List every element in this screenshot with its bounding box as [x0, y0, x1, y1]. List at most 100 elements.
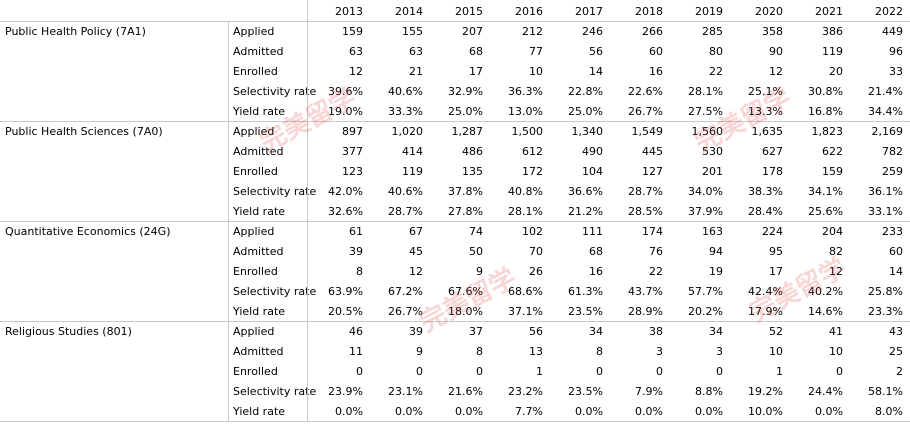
- value-cell: 70: [529, 245, 543, 258]
- value-cell: 7.7%: [515, 405, 543, 418]
- year-header: 2018: [635, 5, 663, 18]
- value-cell: 28.7%: [628, 185, 663, 198]
- value-cell: 897: [342, 125, 363, 138]
- metric-label: Applied: [233, 25, 275, 38]
- value-cell: 23.9%: [328, 385, 363, 398]
- metric-label: Admitted: [233, 345, 284, 358]
- metric-label: Applied: [233, 325, 275, 338]
- group-border: [0, 221, 910, 222]
- value-cell: 0: [356, 365, 363, 378]
- group-border: [0, 421, 910, 422]
- value-cell: 52: [769, 325, 783, 338]
- metric-label: Applied: [233, 225, 275, 238]
- value-cell: 26.7%: [628, 105, 663, 118]
- metric-label: Enrolled: [233, 365, 278, 378]
- value-cell: 1,020: [391, 125, 424, 138]
- value-cell: 95: [769, 245, 783, 258]
- value-cell: 14: [889, 265, 903, 278]
- value-cell: 42.4%: [748, 285, 783, 298]
- value-cell: 1,560: [691, 125, 724, 138]
- value-cell: 155: [402, 25, 423, 38]
- value-cell: 3: [716, 345, 723, 358]
- value-cell: 36.1%: [868, 185, 903, 198]
- value-cell: 159: [342, 25, 363, 38]
- metric-label: Enrolled: [233, 165, 278, 178]
- value-cell: 23.5%: [568, 385, 603, 398]
- value-cell: 622: [822, 145, 843, 158]
- value-cell: 22.8%: [568, 85, 603, 98]
- value-cell: 0: [476, 365, 483, 378]
- value-cell: 28.4%: [748, 205, 783, 218]
- value-cell: 19.0%: [328, 105, 363, 118]
- value-cell: 486: [462, 145, 483, 158]
- value-cell: 0.0%: [575, 405, 603, 418]
- value-cell: 46: [349, 325, 363, 338]
- value-cell: 34: [709, 325, 723, 338]
- value-cell: 414: [402, 145, 423, 158]
- value-cell: 28.9%: [628, 305, 663, 318]
- value-cell: 612: [522, 145, 543, 158]
- value-cell: 37.1%: [508, 305, 543, 318]
- value-cell: 19.2%: [748, 385, 783, 398]
- value-cell: 163: [702, 225, 723, 238]
- value-cell: 16: [589, 265, 603, 278]
- value-cell: 22: [709, 65, 723, 78]
- column-border: [228, 22, 229, 422]
- value-cell: 135: [462, 165, 483, 178]
- value-cell: 449: [882, 25, 903, 38]
- year-header: 2017: [575, 5, 603, 18]
- year-header: 2015: [455, 5, 483, 18]
- value-cell: 21: [409, 65, 423, 78]
- value-cell: 26.7%: [388, 305, 423, 318]
- value-cell: 25.0%: [568, 105, 603, 118]
- value-cell: 45: [409, 245, 423, 258]
- value-cell: 77: [529, 45, 543, 58]
- value-cell: 68: [589, 245, 603, 258]
- value-cell: 25.0%: [448, 105, 483, 118]
- value-cell: 0: [416, 365, 423, 378]
- value-cell: 61.3%: [568, 285, 603, 298]
- value-cell: 8: [596, 345, 603, 358]
- value-cell: 40.6%: [388, 185, 423, 198]
- value-cell: 9: [416, 345, 423, 358]
- value-cell: 21.6%: [448, 385, 483, 398]
- metric-label: Selectivity rate: [233, 85, 317, 98]
- value-cell: 20.2%: [688, 305, 723, 318]
- value-cell: 23.1%: [388, 385, 423, 398]
- year-header: 2022: [875, 5, 903, 18]
- value-cell: 1,549: [631, 125, 664, 138]
- value-cell: 60: [889, 245, 903, 258]
- year-header: 2016: [515, 5, 543, 18]
- value-cell: 224: [762, 225, 783, 238]
- year-header: 2019: [695, 5, 723, 18]
- value-cell: 21.4%: [868, 85, 903, 98]
- value-cell: 10: [769, 345, 783, 358]
- value-cell: 34: [589, 325, 603, 338]
- value-cell: 172: [522, 165, 543, 178]
- value-cell: 119: [822, 45, 843, 58]
- program-name: Public Health Policy (7A1): [5, 25, 146, 38]
- value-cell: 10: [829, 345, 843, 358]
- value-cell: 1,340: [571, 125, 604, 138]
- value-cell: 9: [476, 265, 483, 278]
- value-cell: 67.2%: [388, 285, 423, 298]
- year-header: 2020: [755, 5, 783, 18]
- program-name: Public Health Sciences (7A0): [5, 125, 163, 138]
- value-cell: 36.3%: [508, 85, 543, 98]
- value-cell: 16: [649, 65, 663, 78]
- value-cell: 7.9%: [635, 385, 663, 398]
- value-cell: 233: [882, 225, 903, 238]
- value-cell: 212: [522, 25, 543, 38]
- value-cell: 20.5%: [328, 305, 363, 318]
- value-cell: 13: [529, 345, 543, 358]
- metric-label: Selectivity rate: [233, 285, 317, 298]
- value-cell: 259: [882, 165, 903, 178]
- program-name: Religious Studies (801): [5, 325, 132, 338]
- value-cell: 39: [349, 245, 363, 258]
- value-cell: 111: [582, 225, 603, 238]
- value-cell: 63.9%: [328, 285, 363, 298]
- value-cell: 10.0%: [748, 405, 783, 418]
- value-cell: 377: [342, 145, 363, 158]
- value-cell: 33.1%: [868, 205, 903, 218]
- value-cell: 94: [709, 245, 723, 258]
